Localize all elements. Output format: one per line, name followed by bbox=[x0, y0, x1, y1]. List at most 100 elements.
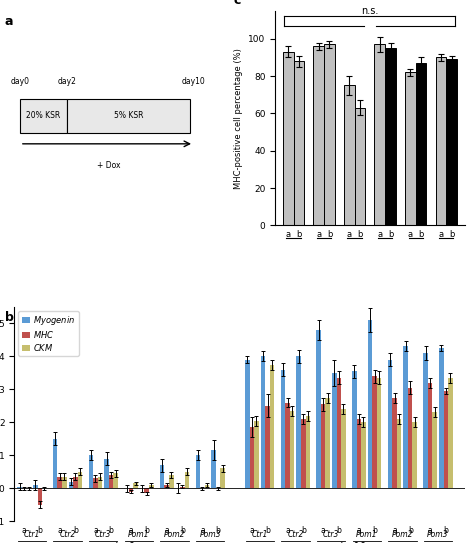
Text: day2: day2 bbox=[58, 77, 77, 86]
Bar bbox=[326, 397, 330, 488]
Bar bbox=[57, 477, 62, 488]
Bar bbox=[355, 108, 365, 225]
Legend: $Myogenin$, $MHC$, $CKM$: $Myogenin$, $MHC$, $CKM$ bbox=[18, 311, 79, 356]
Text: Pom2: Pom2 bbox=[392, 529, 413, 539]
Text: Ctr1: Ctr1 bbox=[24, 529, 40, 539]
Bar bbox=[20, 99, 67, 133]
Bar bbox=[385, 48, 396, 225]
Bar bbox=[356, 419, 361, 488]
Text: c: c bbox=[234, 0, 241, 7]
Bar bbox=[98, 477, 102, 488]
Bar bbox=[53, 439, 57, 488]
Bar bbox=[33, 485, 37, 488]
Bar bbox=[436, 58, 446, 225]
Bar bbox=[412, 422, 417, 488]
Bar bbox=[293, 61, 304, 225]
Text: Pom3: Pom3 bbox=[200, 529, 221, 539]
Text: Pom2: Pom2 bbox=[164, 529, 185, 539]
Bar bbox=[164, 485, 169, 488]
Bar bbox=[129, 488, 133, 491]
Bar bbox=[374, 45, 385, 225]
Text: Pom1b: Pom1b bbox=[140, 322, 171, 331]
Bar bbox=[352, 371, 356, 488]
Bar bbox=[104, 459, 109, 488]
Text: DAPI: DAPI bbox=[93, 508, 112, 517]
Bar bbox=[270, 364, 274, 488]
Bar bbox=[444, 391, 448, 488]
Bar bbox=[446, 59, 457, 225]
Bar bbox=[149, 485, 154, 488]
Text: Pom1: Pom1 bbox=[128, 529, 150, 539]
Bar bbox=[423, 353, 428, 488]
Text: day0: day0 bbox=[111, 542, 136, 543]
Bar bbox=[332, 373, 337, 488]
Bar bbox=[285, 402, 290, 488]
Bar bbox=[368, 320, 372, 488]
Text: day10: day10 bbox=[182, 77, 206, 86]
Bar bbox=[133, 483, 138, 488]
Bar bbox=[341, 409, 346, 488]
Bar bbox=[160, 465, 164, 488]
Y-axis label: MHC-positive cell percentage (%): MHC-positive cell percentage (%) bbox=[234, 48, 243, 188]
Bar bbox=[306, 416, 310, 488]
Text: day10: day10 bbox=[336, 542, 366, 543]
Text: day0: day0 bbox=[10, 77, 29, 86]
Text: MHC: MHC bbox=[67, 508, 86, 517]
Bar bbox=[69, 482, 73, 488]
Text: Ctr2a: Ctr2a bbox=[48, 322, 73, 331]
Bar bbox=[185, 472, 189, 488]
Bar bbox=[439, 348, 444, 488]
Bar bbox=[211, 450, 216, 488]
Bar bbox=[290, 411, 294, 488]
Bar bbox=[448, 378, 453, 488]
Bar bbox=[145, 488, 149, 493]
Bar bbox=[169, 475, 173, 488]
Bar bbox=[261, 356, 265, 488]
Text: b: b bbox=[5, 311, 14, 324]
Bar bbox=[337, 378, 341, 488]
Bar bbox=[37, 488, 42, 505]
Text: Ctr3: Ctr3 bbox=[95, 529, 111, 539]
Bar bbox=[281, 369, 285, 488]
Text: 5% KSR: 5% KSR bbox=[114, 111, 144, 121]
Bar bbox=[93, 478, 98, 488]
Text: Ctr1: Ctr1 bbox=[252, 529, 268, 539]
Bar bbox=[296, 356, 301, 488]
Bar bbox=[313, 46, 324, 225]
Bar bbox=[403, 346, 408, 488]
Text: 20% KSR: 20% KSR bbox=[27, 111, 61, 121]
Bar bbox=[113, 473, 118, 488]
Text: Pom1: Pom1 bbox=[356, 529, 377, 539]
Bar bbox=[283, 52, 293, 225]
Text: Ctr3: Ctr3 bbox=[323, 529, 339, 539]
Bar bbox=[372, 376, 377, 488]
Bar bbox=[416, 63, 427, 225]
Bar bbox=[17, 487, 22, 488]
Text: n.s.: n.s. bbox=[361, 5, 379, 16]
Bar bbox=[250, 427, 254, 488]
Bar bbox=[78, 472, 82, 488]
Bar bbox=[220, 469, 225, 488]
Text: + Dox: + Dox bbox=[97, 161, 120, 170]
Bar bbox=[89, 455, 93, 488]
Bar bbox=[180, 487, 185, 488]
Bar bbox=[205, 485, 209, 488]
Text: /: / bbox=[87, 508, 90, 517]
Bar bbox=[301, 419, 306, 488]
Text: Pom3: Pom3 bbox=[427, 529, 449, 539]
Text: Ctr2: Ctr2 bbox=[59, 529, 76, 539]
Bar bbox=[408, 388, 412, 488]
Bar bbox=[344, 85, 355, 225]
Bar bbox=[432, 412, 437, 488]
Bar bbox=[196, 455, 200, 488]
Bar bbox=[317, 330, 321, 488]
Bar bbox=[405, 72, 416, 225]
Bar bbox=[388, 359, 392, 488]
Bar bbox=[428, 383, 432, 488]
Bar bbox=[73, 477, 78, 488]
Bar bbox=[321, 404, 326, 488]
Text: a: a bbox=[5, 15, 13, 28]
Bar bbox=[377, 378, 382, 488]
Bar bbox=[109, 475, 113, 488]
Bar bbox=[392, 397, 397, 488]
